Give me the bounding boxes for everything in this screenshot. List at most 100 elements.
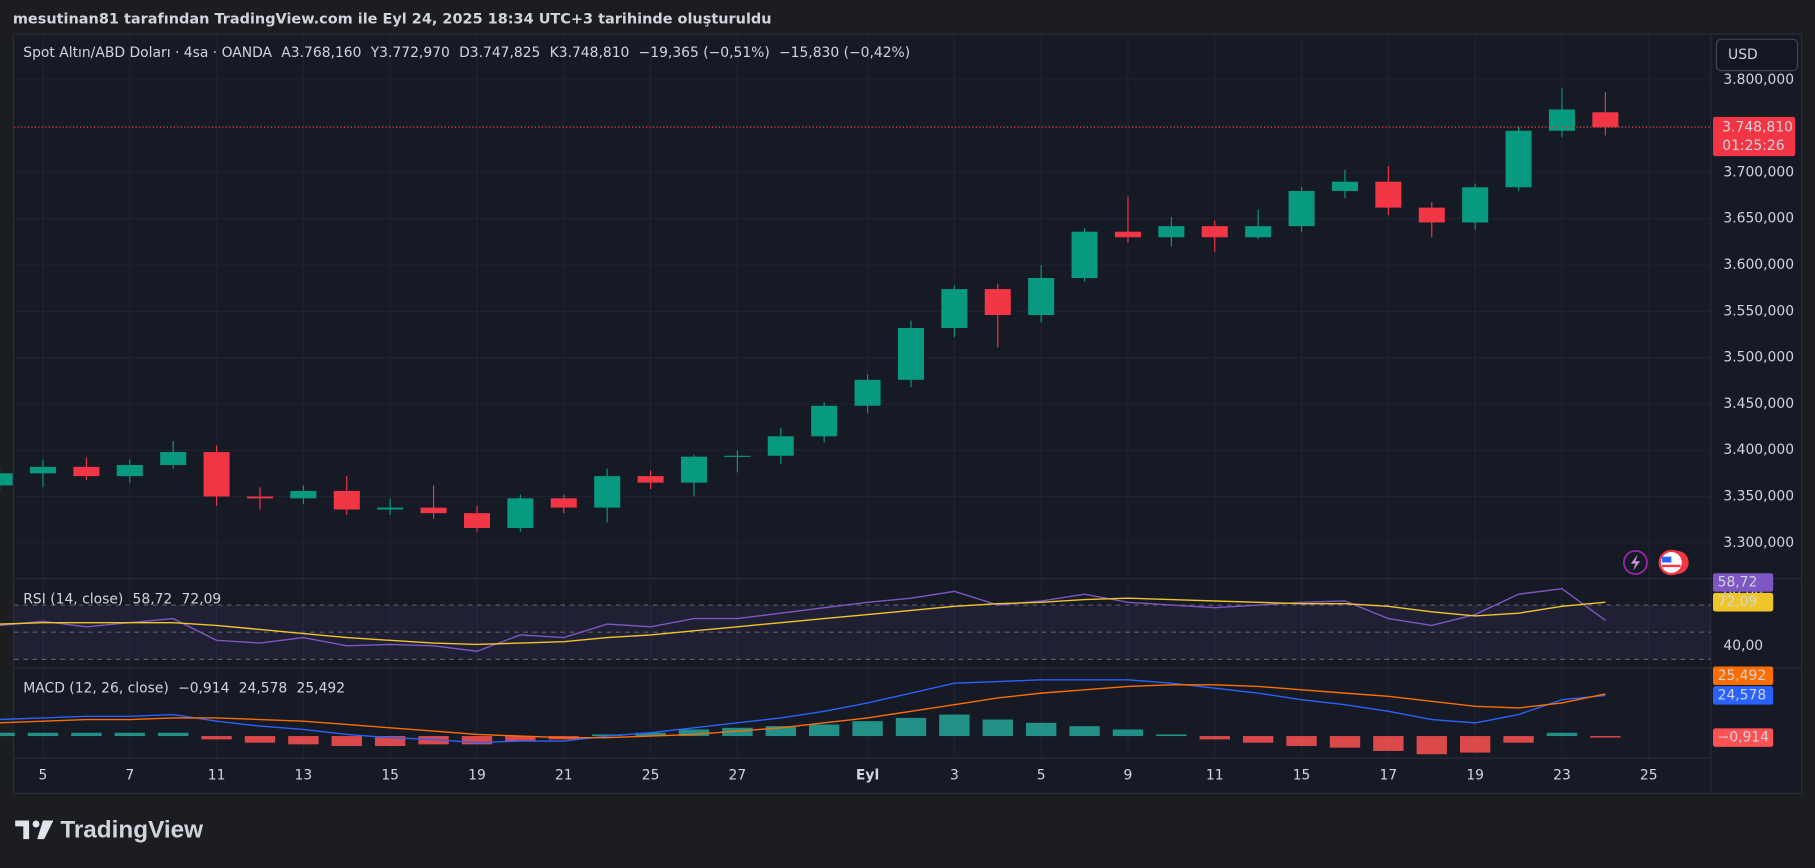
- histogram-bar: [114, 732, 145, 737]
- x-tick-label: 5: [1037, 767, 1046, 783]
- logo-mark: [32, 820, 40, 828]
- histogram-bar: [1025, 722, 1057, 737]
- candle-body: [594, 476, 621, 508]
- logo-mark: [37, 820, 54, 840]
- y-tick-label: 3.500,000: [1723, 350, 1794, 366]
- candle-body: [1114, 231, 1141, 238]
- histogram-bar: [1329, 736, 1361, 748]
- candle-body: [203, 452, 230, 497]
- candle-body: [941, 289, 968, 328]
- indicator-value: 25,492: [297, 681, 346, 697]
- currency-button[interactable]: [1715, 38, 1799, 72]
- histogram-bar: [1069, 726, 1100, 737]
- event-icon-glyph: [1630, 554, 1641, 571]
- x-tick-label: 25: [1640, 767, 1658, 783]
- histogram-bar: [0, 732, 15, 737]
- candle-body: [1548, 109, 1575, 131]
- x-tick-label: 19: [468, 767, 486, 783]
- candle-body: [1592, 112, 1619, 128]
- histogram-bar: [331, 736, 362, 746]
- candle-body: [637, 476, 664, 483]
- x-tick-label: 3: [950, 767, 959, 783]
- value-badge: 24,578: [1718, 687, 1767, 703]
- candle-body: [377, 507, 404, 510]
- candle-body: [420, 507, 447, 514]
- histogram-bar: [1112, 729, 1144, 737]
- x-tick-label: 27: [729, 767, 747, 783]
- histogram-bar: [1199, 736, 1230, 740]
- histogram-bar: [982, 719, 1013, 737]
- candle-body: [1158, 226, 1185, 238]
- histogram-bar: [1286, 736, 1317, 746]
- histogram-bar: [1459, 736, 1491, 753]
- indicator-line: [0, 597, 1606, 646]
- logo-mark: [15, 820, 30, 840]
- indicator-title: MACD (12, 26, close): [23, 681, 169, 697]
- y-tick-label: 3.650,000: [1723, 211, 1794, 227]
- x-tick-label: 21: [555, 767, 573, 783]
- value-badge-bg: [1713, 686, 1774, 705]
- histogram-bar: [808, 724, 840, 737]
- candle-body: [854, 379, 881, 406]
- value-badge: 25,492: [1718, 668, 1767, 684]
- currency[interactable]: USD: [1728, 47, 1758, 63]
- histogram-bar: [27, 732, 59, 737]
- attribution: mesutinan81 tarafından TradingView.com i…: [13, 12, 772, 28]
- histogram-bar: [1373, 736, 1404, 751]
- candle-body: [724, 455, 751, 457]
- histogram-bar: [678, 729, 710, 737]
- y-tick-label: 3.300,000: [1723, 535, 1794, 551]
- candle-body: [507, 498, 534, 528]
- y-tick-label: 3.350,000: [1723, 488, 1794, 504]
- histogram-bar: [1416, 736, 1447, 755]
- candle-body: [0, 473, 13, 486]
- histogram-bar: [288, 736, 319, 745]
- histogram-bar: [591, 734, 623, 737]
- brand: TradingView: [60, 816, 203, 843]
- ohlc-key: D: [459, 45, 470, 61]
- ohlc-value: 3.768,160: [291, 45, 362, 61]
- last-price-badge: [1713, 116, 1796, 157]
- event-icons: [1623, 549, 1689, 576]
- x-tick-label: 19: [1466, 767, 1484, 783]
- x-tick-label: 15: [1293, 767, 1311, 783]
- y-tick-label: 40,00: [1723, 638, 1763, 654]
- ohlc-key: Y: [370, 45, 380, 61]
- value-badge-bg: [1713, 728, 1774, 747]
- histogram-bar: [1590, 736, 1621, 738]
- histogram-bar: [1156, 734, 1187, 737]
- indicator-title: RSI (14, close): [23, 591, 123, 607]
- flag-glyph: [1662, 556, 1672, 563]
- indicator-line: [0, 588, 1606, 652]
- histogram-bar: [852, 721, 883, 737]
- histogram-bar: [374, 736, 406, 746]
- candle-body: [811, 405, 838, 437]
- candle-body: [73, 466, 100, 477]
- y-tick-label: 3.400,000: [1723, 442, 1794, 458]
- indicator-line: [0, 684, 1606, 739]
- ohlc-value: 3.772,970: [379, 45, 450, 61]
- event-icon[interactable]: [1623, 550, 1648, 575]
- value-badge: −0,914: [1718, 730, 1770, 746]
- countdown: 01:25:26: [1722, 138, 1784, 154]
- value-badge-bg: [1713, 573, 1774, 592]
- ohlc-value: 3.748,810: [559, 45, 630, 61]
- value-badge-bg: [1713, 666, 1774, 686]
- histogram-bar: [895, 717, 927, 737]
- candle-body: [1331, 181, 1358, 191]
- candle-body: [116, 465, 143, 477]
- candle-body: [1201, 226, 1228, 238]
- indicator-value: 58,72: [133, 591, 173, 607]
- histogram-bar: [505, 736, 536, 742]
- histogram-bar: [1503, 736, 1534, 743]
- y-tick-label: 3.800,000: [1723, 72, 1794, 88]
- x-tick-label: 13: [295, 767, 313, 783]
- histogram-bar: [1546, 732, 1578, 737]
- value-badge-bg: [1713, 592, 1774, 612]
- y-tick-label: 3.700,000: [1723, 164, 1794, 180]
- histogram-bar: [722, 727, 753, 737]
- indicator-line: [0, 679, 1606, 744]
- candle-body: [897, 327, 924, 380]
- y-tick-label: 3.450,000: [1723, 396, 1794, 412]
